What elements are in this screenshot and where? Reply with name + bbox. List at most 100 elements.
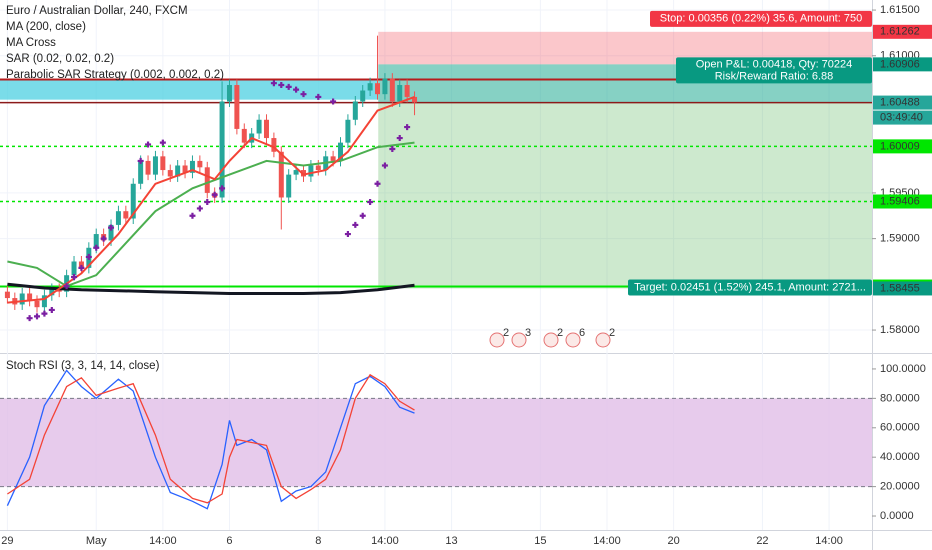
pnl-label-text: Open P&L: 0.00418, Qty: 70224	[696, 58, 853, 70]
candle-body	[130, 183, 136, 219]
candle-body	[263, 119, 269, 139]
candle-body	[352, 101, 358, 120]
x-tick-label: 20	[667, 535, 679, 547]
x-tick-label: May	[86, 535, 107, 547]
moving-average	[7, 95, 415, 304]
price-marker	[873, 139, 932, 154]
sar-point	[63, 283, 70, 290]
price-marker	[873, 95, 932, 110]
stoch-line	[7, 373, 415, 504]
countdown-box	[873, 110, 932, 125]
candle-body	[315, 165, 321, 171]
x-tick-label: 13	[445, 535, 457, 547]
price-marker-label: 1.60488	[880, 96, 920, 108]
candle-body	[278, 151, 284, 198]
sar-point	[78, 264, 85, 271]
candle-body	[382, 78, 388, 95]
sar-point	[285, 83, 292, 90]
y-tick-label: 1.59000	[880, 233, 920, 245]
event-icon	[543, 332, 559, 348]
candle-body	[34, 300, 40, 308]
candle-body	[219, 101, 225, 198]
sar-point	[404, 124, 411, 131]
candle-body	[412, 96, 418, 103]
sar-point	[330, 98, 337, 105]
target-zone	[378, 102, 872, 289]
event-icon	[595, 332, 611, 348]
legend: Euro / Australian Dollar, 240, FXCM MA (…	[6, 5, 224, 372]
candle-body	[241, 128, 247, 143]
sar-point	[381, 162, 388, 169]
event-count: 2	[609, 327, 615, 339]
candle-body	[375, 83, 381, 95]
x-tick-label: 22	[756, 535, 768, 547]
candle-body	[71, 261, 77, 276]
sar-point	[278, 82, 285, 89]
pane-title: Stoch RSI (3, 3, 14, 14, close)	[6, 360, 160, 372]
candle-body	[234, 85, 240, 129]
candle-body	[138, 160, 144, 184]
countdown: 03:49:40	[880, 111, 923, 123]
stoch-line	[6, 369, 415, 510]
candle-body	[108, 224, 114, 241]
price-marker-label: 1.60009	[880, 140, 920, 152]
y-tick-label: 60.0000	[880, 422, 920, 434]
sar-point	[93, 244, 100, 251]
moving-average	[7, 282, 415, 295]
sar-point	[204, 199, 211, 206]
price-marker	[873, 57, 932, 72]
price-marker-label: 1.59406	[880, 195, 920, 207]
stoch-band	[0, 398, 872, 487]
x-tick-label: 14:00	[815, 535, 843, 547]
candle-body	[41, 295, 47, 308]
sar-point	[71, 274, 78, 281]
candle-body	[308, 165, 314, 177]
candle-body	[397, 85, 403, 102]
candle-body	[404, 85, 410, 97]
y-tick-label: 100.0000	[880, 363, 926, 375]
y-tick-label: 20.0000	[880, 481, 920, 493]
x-tick-label: 6	[226, 535, 232, 547]
candle-body	[56, 288, 62, 292]
sar-point	[85, 253, 92, 260]
legend-item: Parabolic SAR Strategy (0.002, 0.002, 0.…	[6, 69, 224, 81]
stop-label-text: Stop: 0.00356 (0.22%) 35.6, Amount: 750	[660, 13, 862, 25]
x-tick-label: 29	[1, 535, 13, 547]
legend-item: SAR (0.02, 0.02, 0.2)	[6, 53, 114, 65]
candle-body	[123, 211, 129, 219]
target-label	[628, 279, 872, 296]
x-tick-label: 14:00	[149, 535, 177, 547]
sar-point	[293, 86, 300, 93]
candle-body	[271, 138, 277, 152]
legend-item: MA Cross	[6, 37, 56, 49]
candle-body	[115, 211, 121, 225]
pnl-label-text: Risk/Reward Ratio: 6.88	[715, 70, 834, 82]
candle-body	[197, 160, 203, 168]
pnl-label	[676, 57, 872, 84]
stop-label	[650, 10, 872, 27]
sar-point	[389, 146, 396, 153]
y-tick-label: 0.0000	[880, 510, 914, 522]
y-tick-label: 80.0000	[880, 392, 920, 404]
candle-body	[27, 293, 33, 301]
sar-point	[26, 315, 33, 322]
y-tick-label: 1.61500	[880, 4, 920, 16]
sar-point	[41, 310, 48, 317]
sar-point	[367, 199, 374, 206]
candle-body	[145, 160, 151, 175]
price-marker	[873, 24, 932, 39]
candle-body	[175, 165, 181, 177]
event-icon	[511, 332, 527, 348]
event-count: 2	[503, 327, 509, 339]
x-tick-label: 14:00	[593, 535, 621, 547]
sar-point	[211, 191, 218, 198]
sar-point	[374, 180, 381, 187]
sar-point	[359, 212, 366, 219]
candle-body	[293, 170, 299, 175]
sar-point	[189, 212, 196, 219]
sar-point	[315, 93, 322, 100]
sar-point	[145, 141, 152, 148]
candle-body	[286, 174, 292, 198]
candle-body	[338, 142, 344, 161]
